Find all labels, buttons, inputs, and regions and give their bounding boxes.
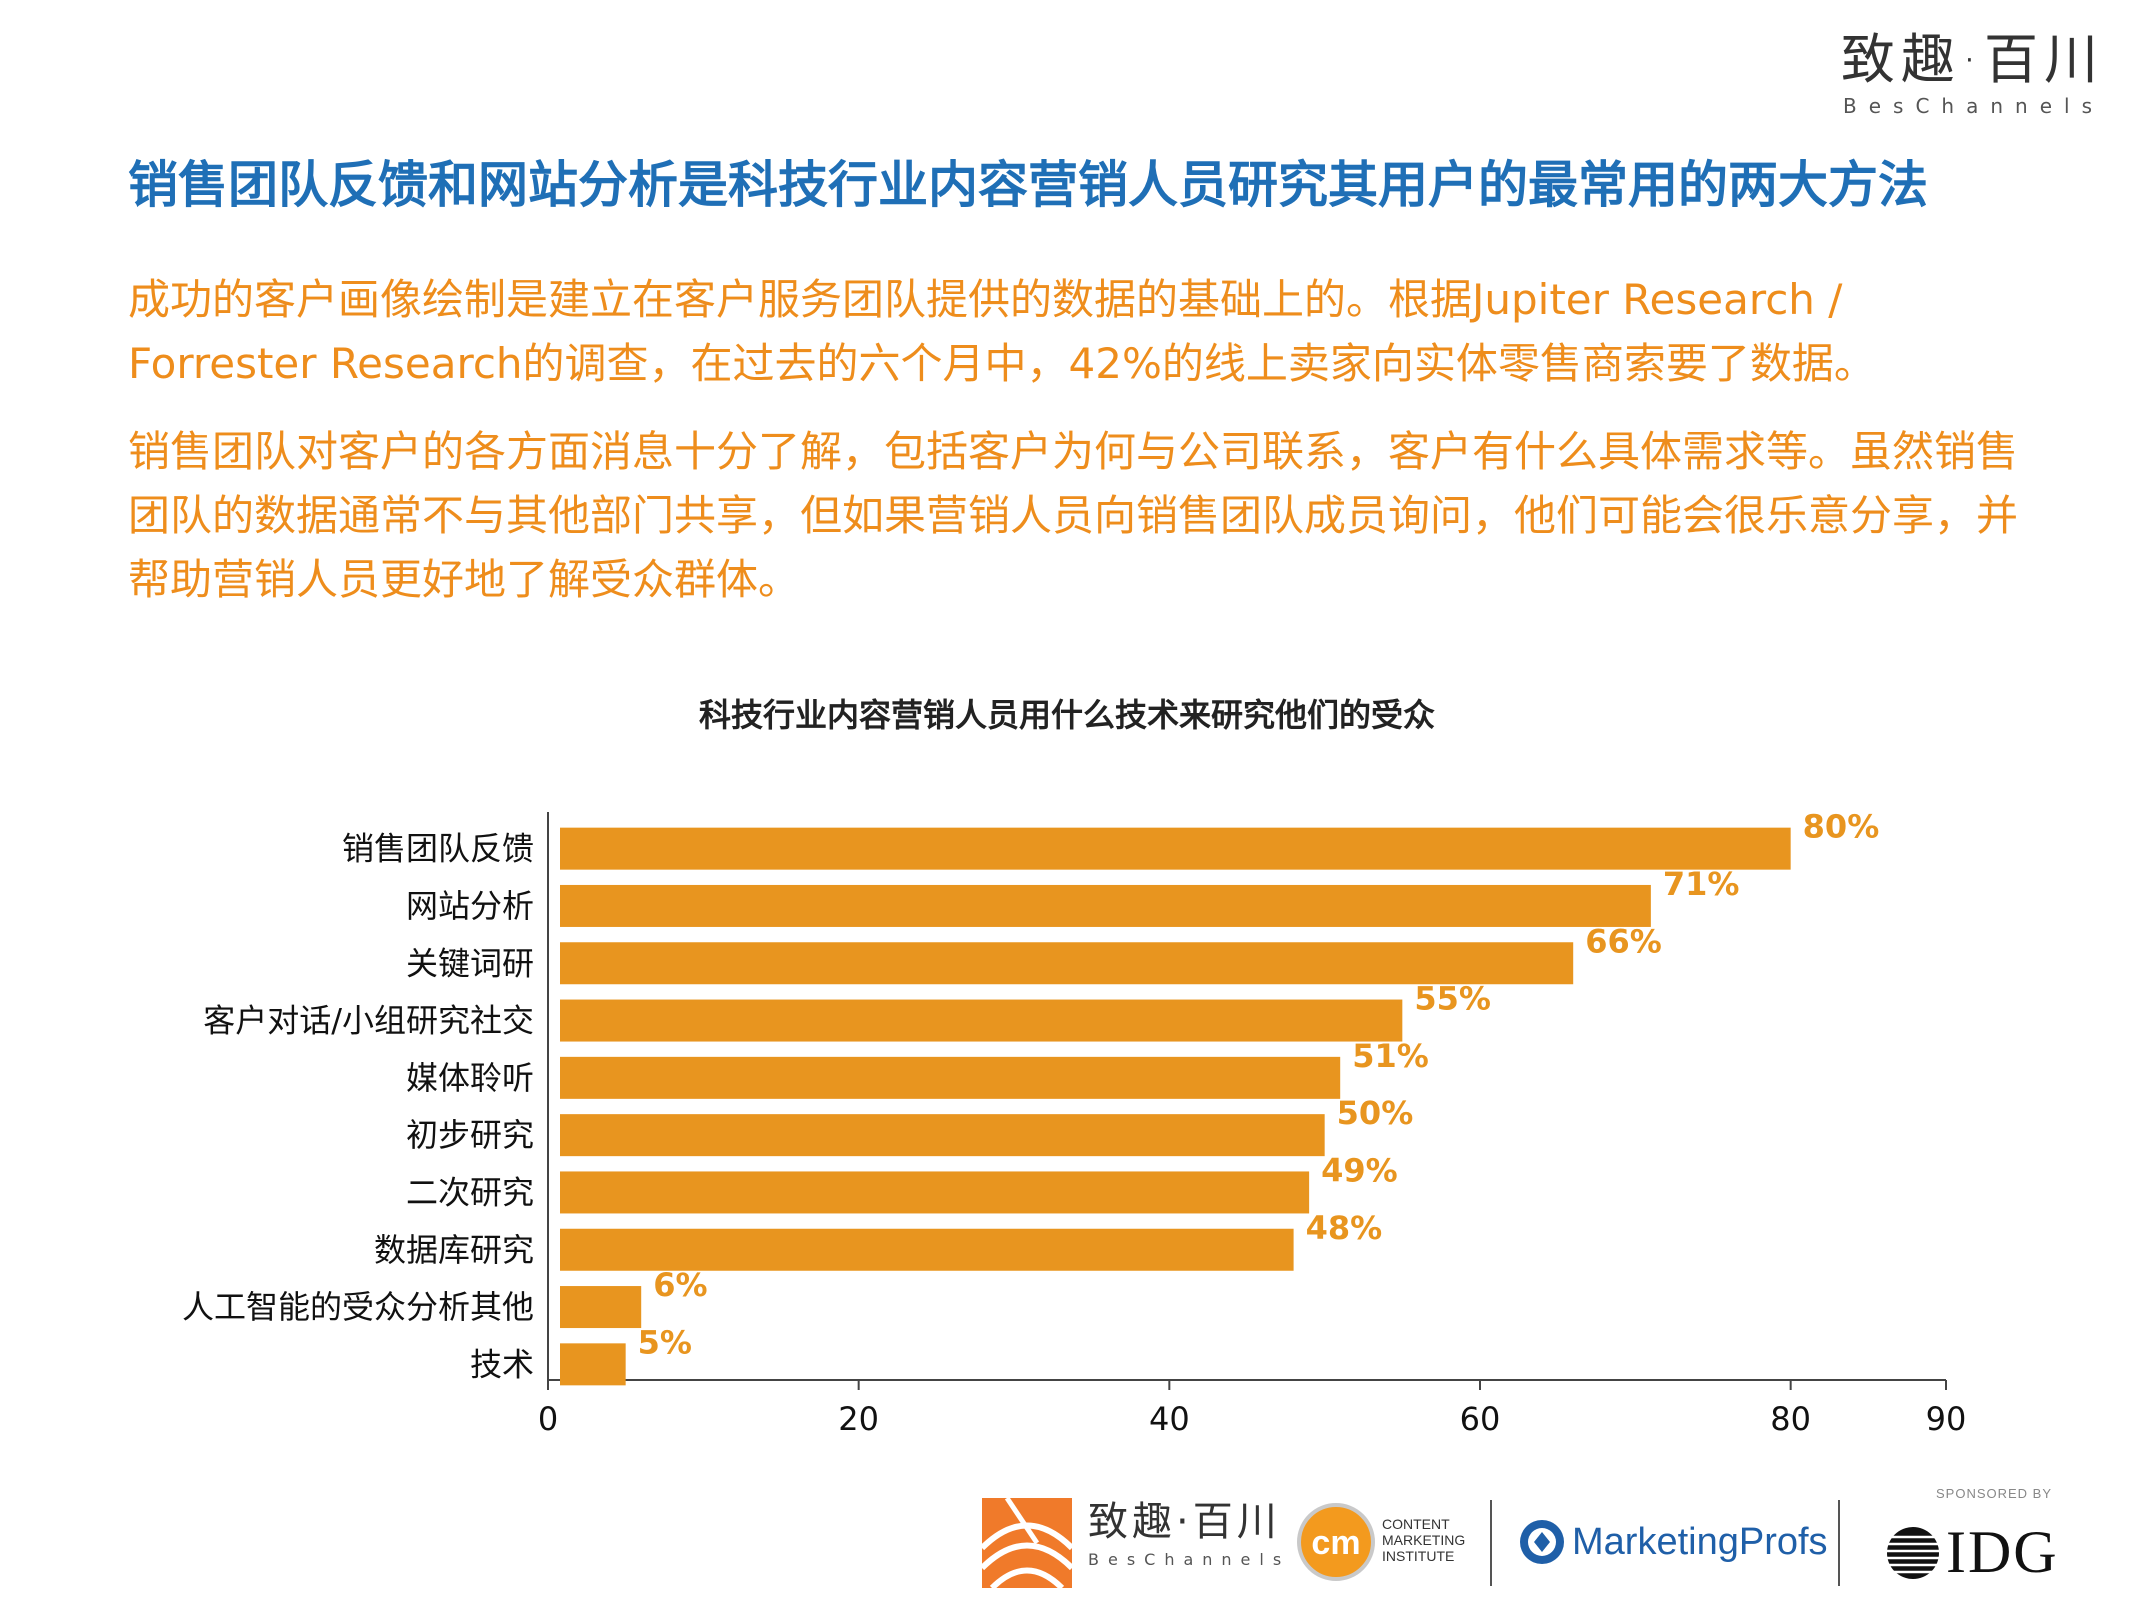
bar-8 <box>560 1286 642 1329</box>
value-label: 5% <box>638 1323 692 1361</box>
category-label: 媒体聆听 <box>406 1059 534 1097</box>
x-tick-label: 0 <box>538 1400 558 1438</box>
bar-1 <box>560 884 1651 927</box>
category-label: 二次研究 <box>406 1173 534 1211</box>
chart-title: 科技行业内容营销人员用什么技术来研究他们的受众 <box>698 696 1435 734</box>
footer-bes-en: BesChannels <box>1088 1550 1291 1569</box>
value-label: 71% <box>1663 865 1740 903</box>
cmi-line-1: CONTENT <box>1382 1516 1450 1532</box>
beschannels-logo-icon <box>982 1498 1072 1588</box>
x-tick-label: 90 <box>1926 1400 1967 1438</box>
value-label: 48% <box>1306 1209 1383 1247</box>
cmi-line-2: MARKETING <box>1382 1532 1466 1548</box>
category-label: 技术 <box>470 1345 534 1383</box>
idg-logo: IDG <box>1880 1518 2059 1587</box>
bar-5 <box>560 1114 1325 1157</box>
value-label: 66% <box>1585 922 1662 960</box>
value-label: 6% <box>653 1266 707 1304</box>
category-label: 网站分析 <box>406 887 534 925</box>
category-label: 数据库研究 <box>374 1231 534 1269</box>
category-label: 关键词研 <box>406 944 534 982</box>
x-tick-label: 40 <box>1149 1400 1190 1438</box>
bar-6 <box>560 1171 1310 1214</box>
footer-logos: 致趣·百川 BesChannels cm CONTENT MARKETING I… <box>0 1486 2134 1600</box>
beschannels-wordmark: 致趣·百川 BesChannels <box>1088 1498 1290 1569</box>
bar-0 <box>560 827 1791 870</box>
paragraph-1: 成功的客户画像绘制是建立在客户服务团队提供的数据的基础上的。根据Jupiter … <box>128 275 1876 388</box>
category-label: 初步研究 <box>406 1116 534 1154</box>
category-label: 客户对话/小组研究社交 <box>203 1002 534 1040</box>
bar-2 <box>560 942 1574 985</box>
cmi-line-3: INSTITUTE <box>1382 1548 1455 1564</box>
value-label: 55% <box>1414 980 1491 1018</box>
marketingprofs-text: MarketingProfs <box>1572 1520 1828 1563</box>
bar-9 <box>560 1343 626 1386</box>
bar-7 <box>560 1228 1294 1271</box>
marketingprofs-icon <box>1520 1520 1564 1564</box>
bar-3 <box>560 999 1403 1042</box>
idg-globe-icon <box>1882 1526 1944 1579</box>
value-label: 51% <box>1352 1037 1429 1075</box>
value-label: 50% <box>1337 1094 1414 1132</box>
cmi-wordmark: CONTENT MARKETING INSTITUTE <box>1382 1516 1465 1564</box>
x-tick-label: 20 <box>838 1400 879 1438</box>
footer-divider <box>1838 1500 1840 1586</box>
value-label: 80% <box>1803 808 1880 846</box>
bar-4 <box>560 1056 1341 1099</box>
cmi-mark: cm <box>1311 1524 1360 1562</box>
brand-logo-top: 致趣·百川 BesChannels <box>1840 28 2104 119</box>
brand-name-cn: 致趣·百川 <box>1840 28 2104 91</box>
cmi-logo-icon: cm <box>1297 1503 1375 1581</box>
footer-bes-cn: 致趣·百川 <box>1088 1499 1281 1545</box>
category-label: 销售团队反馈 <box>342 830 534 868</box>
sponsored-by-label: SPONSORED BY <box>1936 1486 2053 1501</box>
marketingprofs-logo: MarketingProfs <box>1518 1518 1828 1566</box>
footer-divider <box>1490 1500 1492 1586</box>
x-tick-label: 60 <box>1460 1400 1501 1438</box>
idg-text: IDG <box>1946 1519 2059 1585</box>
paragraph-2: 销售团队对客户的各方面消息十分了解，包括客户为何与公司联系，客户有什么具体需求等… <box>128 427 2019 604</box>
value-label: 49% <box>1321 1151 1398 1189</box>
category-label: 人工智能的受众分析其他 <box>182 1288 534 1326</box>
page-headline: 销售团队反馈和网站分析是科技行业内容营销人员研究其用户的最常用的两大方法 <box>128 156 1928 214</box>
brand-name-en: BesChannels <box>1843 94 2104 118</box>
bar-chart: 销售团队反馈 80% 网站分析 71% 关键词研 66% 客户对话/小组研究社交 55% 媒体聆… <box>182 808 1967 1438</box>
x-tick-label: 80 <box>1770 1400 1811 1438</box>
